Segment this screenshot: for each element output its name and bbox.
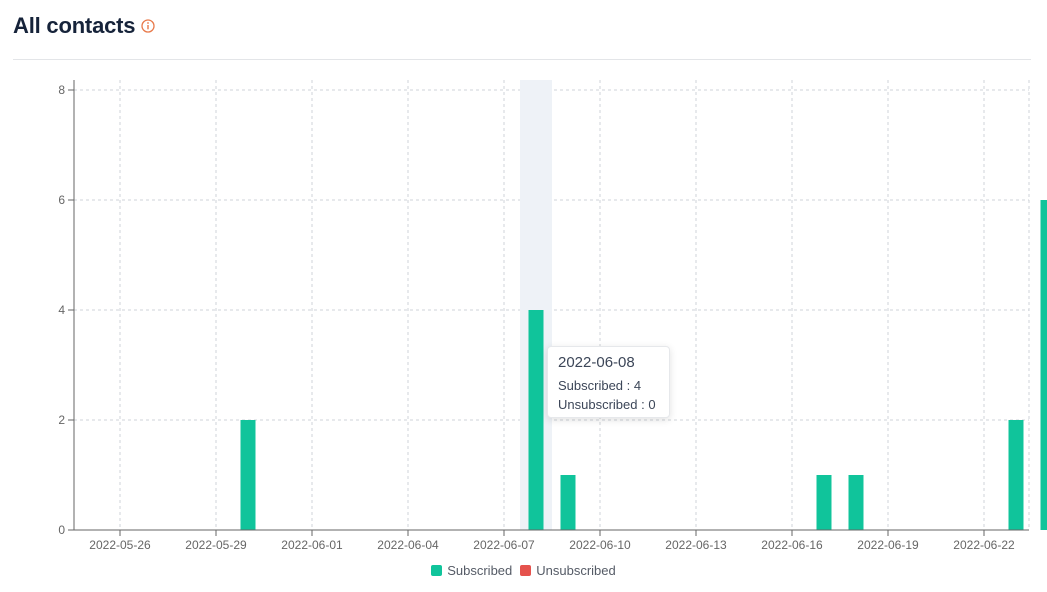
info-circle-icon[interactable] (141, 19, 155, 33)
tooltip-subscribed-row: Subscribed : 4 (558, 376, 659, 395)
y-tick-label: 2 (58, 413, 65, 427)
tooltip-date: 2022-06-08 (558, 354, 635, 371)
bar-subscribed[interactable] (848, 475, 864, 530)
legend-item-unsubscribed[interactable]: Unsubscribed (520, 563, 616, 578)
contacts-bar-chart: 0 2 4 6 8 2022-05-26 2022-05-29 2022-06-01 2022-… (58, 80, 1047, 552)
x-tick-label: 2022-06-22 (953, 538, 1015, 552)
tooltip-unsubscribed-row: Unsubscribed : 0 (558, 395, 659, 414)
x-tick-label: 2022-06-07 (473, 538, 535, 552)
chart-tooltip: 2022-06-08 Subscribed : 4 Unsubscribed :… (547, 346, 670, 418)
bar-subscribed[interactable] (528, 310, 544, 530)
tooltip-unsubscribed-value: 0 (648, 397, 656, 412)
y-tick-label: 0 (58, 523, 65, 537)
bar-subscribed[interactable] (1040, 200, 1047, 530)
x-tick-label: 2022-06-10 (569, 538, 631, 552)
tooltip-unsubscribed-label: Unsubscribed : (558, 397, 645, 412)
x-tick-label: 2022-06-04 (377, 538, 439, 552)
legend-label-unsubscribed: Unsubscribed (536, 563, 616, 578)
header: All contacts (13, 10, 155, 42)
y-tick-label: 6 (58, 193, 65, 207)
x-tick-label: 2022-05-29 (185, 538, 247, 552)
tooltip-subscribed-value: 4 (633, 378, 642, 393)
legend-label-subscribed: Subscribed (447, 563, 513, 578)
x-tick-label: 2022-05-26 (89, 538, 151, 552)
x-tick-label: 2022-06-13 (665, 538, 727, 552)
tick-label-layer: 0 2 4 6 8 2022-05-26 2022-05-29 2022-06-01 2022-… (58, 83, 1015, 552)
legend-swatch-subscribed (431, 565, 443, 576)
header-divider (13, 59, 1031, 60)
chart-grid (74, 80, 1030, 531)
bar-subscribed[interactable] (816, 475, 832, 530)
y-tick-label: 4 (58, 303, 65, 317)
x-tick-label: 2022-06-16 (761, 538, 823, 552)
legend-item-subscribed[interactable]: Subscribed (431, 563, 512, 578)
tooltip-subscribed-label: Subscribed : (558, 378, 631, 393)
bar-subscribed[interactable] (560, 475, 576, 530)
legend-swatch-unsubscribed (520, 565, 532, 576)
bar-layer (240, 200, 1047, 530)
chart-legend: Subscribed Unsubscribed (0, 563, 1047, 578)
x-tick-label: 2022-06-19 (857, 538, 919, 552)
x-tick-label: 2022-06-01 (281, 538, 343, 552)
chart-axes (68, 80, 1029, 536)
page-title: All contacts (13, 13, 136, 38)
bar-subscribed[interactable] (240, 420, 256, 530)
bar-subscribed[interactable] (1008, 420, 1024, 530)
y-tick-label: 8 (58, 83, 65, 97)
